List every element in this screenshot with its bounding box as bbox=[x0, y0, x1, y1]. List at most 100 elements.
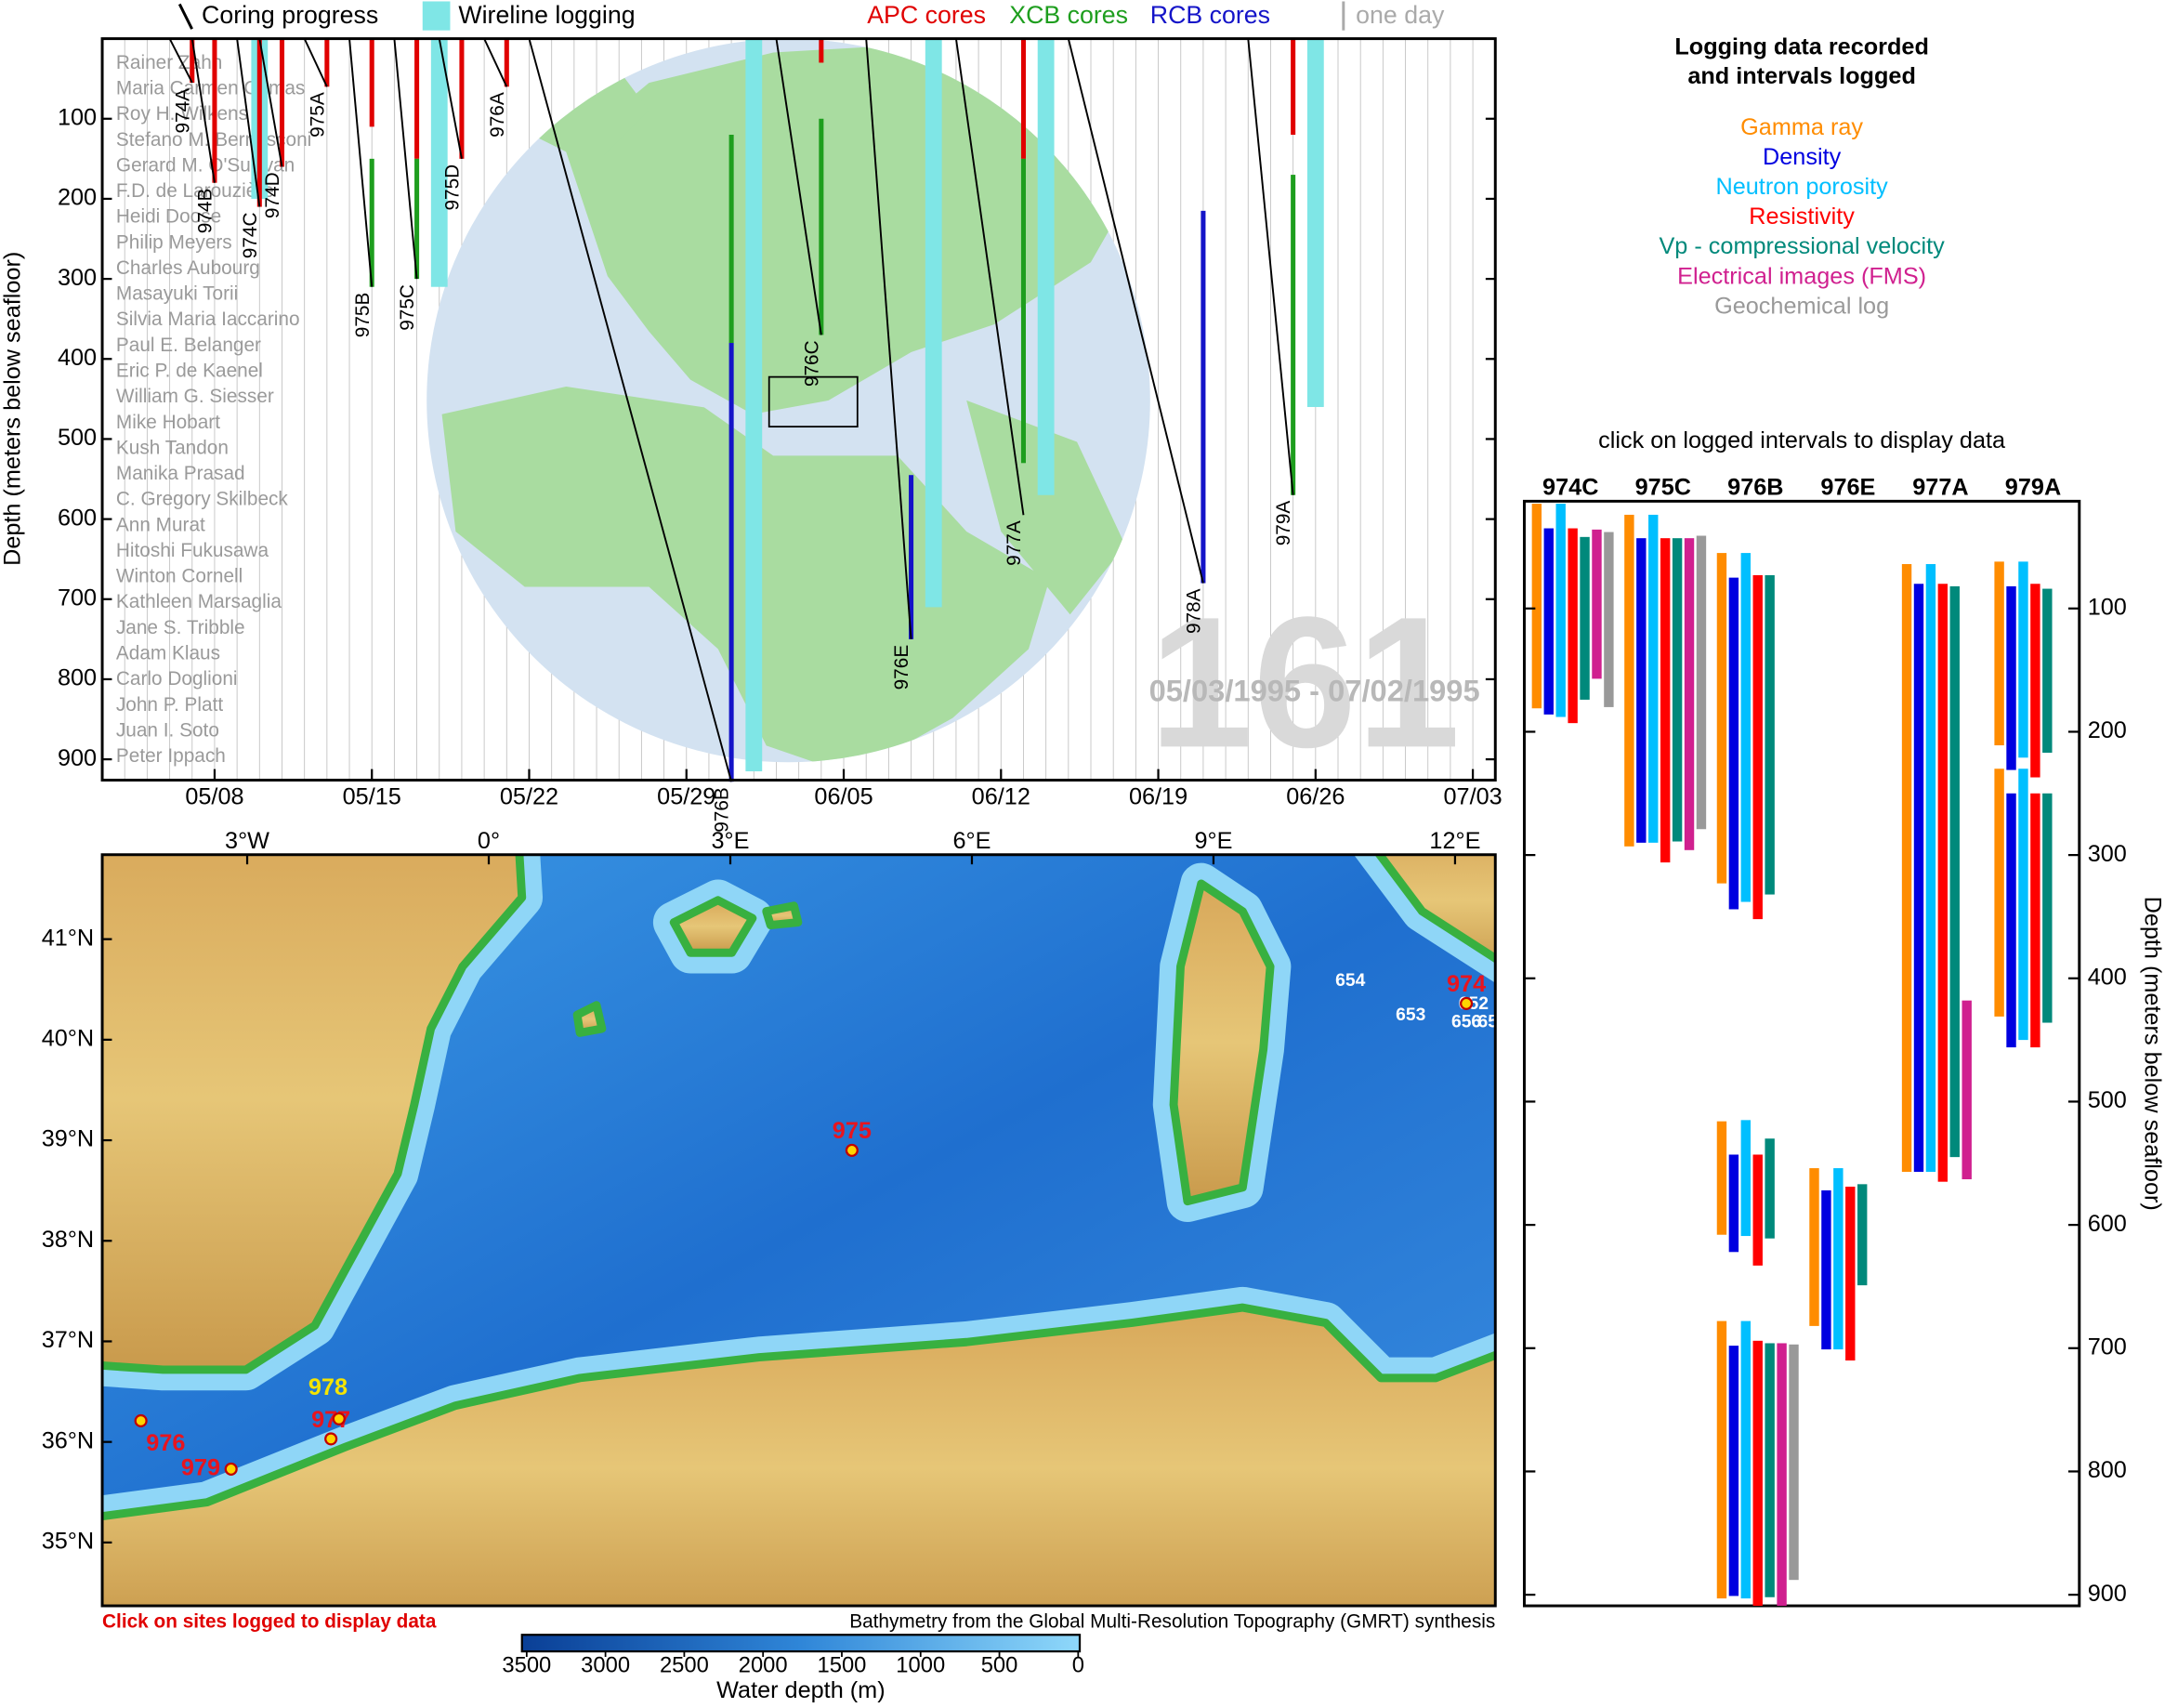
x-tick-label: 05/15 bbox=[343, 783, 401, 809]
logging-frame bbox=[1522, 499, 2081, 1608]
scientist-name: Paul E. Belanger bbox=[116, 335, 261, 356]
log-interval[interactable] bbox=[1648, 514, 1659, 843]
log-interval[interactable] bbox=[1568, 528, 1578, 724]
log-interval[interactable] bbox=[1740, 1320, 1752, 1599]
log-interval[interactable] bbox=[1555, 504, 1566, 717]
log-interval[interactable] bbox=[1696, 535, 1707, 830]
hole-label: 976B bbox=[1727, 475, 1783, 501]
coring-progress bbox=[190, 38, 216, 183]
log-interval[interactable] bbox=[2018, 561, 2028, 758]
core-interval bbox=[728, 343, 734, 782]
log-interval[interactable] bbox=[1592, 529, 1602, 679]
log-interval[interactable] bbox=[1672, 538, 1683, 842]
coring-progress bbox=[258, 38, 283, 167]
site-label[interactable]: 974 bbox=[1447, 971, 1486, 997]
log-interval[interactable] bbox=[1716, 1320, 1727, 1599]
site-label[interactable]: 978 bbox=[308, 1374, 348, 1400]
log-interval[interactable] bbox=[2030, 584, 2040, 778]
scientist-name: Manika Prasad bbox=[116, 463, 245, 484]
log-interval[interactable] bbox=[2042, 793, 2053, 1023]
site-marker[interactable] bbox=[134, 1413, 148, 1428]
log-interval[interactable] bbox=[1752, 1154, 1763, 1266]
y-axis-title: Depth (meters below seafloor) bbox=[2139, 897, 2165, 1211]
log-interval[interactable] bbox=[1901, 564, 1912, 1173]
legend-label: one day bbox=[1356, 1, 1445, 29]
wireline-log[interactable] bbox=[1037, 38, 1055, 495]
wireline-log[interactable] bbox=[1306, 38, 1324, 407]
log-interval[interactable] bbox=[1765, 574, 1775, 895]
site-marker[interactable] bbox=[845, 1143, 859, 1157]
log-interval[interactable] bbox=[1809, 1168, 1819, 1326]
log-interval[interactable] bbox=[1636, 538, 1647, 843]
site-label[interactable]: 975 bbox=[833, 1118, 872, 1144]
core-interval bbox=[1291, 175, 1296, 495]
log-interval[interactable] bbox=[1716, 1121, 1727, 1235]
site-marker[interactable] bbox=[332, 1412, 346, 1426]
log-interval[interactable] bbox=[1740, 553, 1752, 902]
log-interval[interactable] bbox=[1833, 1168, 1844, 1350]
colorbar-tick-label: 1000 bbox=[896, 1653, 945, 1678]
log-interval[interactable] bbox=[2042, 588, 2053, 754]
y-tick-label: 100 bbox=[58, 104, 97, 130]
log-interval[interactable] bbox=[1821, 1189, 1831, 1350]
coring-progress bbox=[483, 38, 508, 87]
scientist-name: Juan I. Soto bbox=[116, 719, 219, 741]
log-interval[interactable] bbox=[1994, 769, 2004, 1017]
log-interval[interactable] bbox=[1580, 536, 1590, 700]
core-interval bbox=[414, 38, 420, 159]
legend-label: Vp - compressional velocity bbox=[1659, 233, 1945, 259]
wireline-log[interactable] bbox=[925, 38, 942, 608]
log-interval[interactable] bbox=[1962, 1000, 1972, 1180]
log-interval[interactable] bbox=[1543, 528, 1554, 715]
log-interval[interactable] bbox=[1604, 532, 1614, 707]
log-interval[interactable] bbox=[1740, 1120, 1752, 1237]
log-interval[interactable] bbox=[2018, 769, 2028, 1041]
log-interval[interactable] bbox=[1937, 584, 1948, 1182]
lon-tick-label: 3°W bbox=[225, 828, 269, 854]
core-interval bbox=[414, 158, 420, 280]
log-interval[interactable] bbox=[1728, 1346, 1739, 1596]
map-note[interactable]: Click on sites logged to display data bbox=[102, 1610, 437, 1632]
log-interval[interactable] bbox=[1845, 1186, 1856, 1361]
hole-label: 975D bbox=[442, 164, 464, 211]
log-interval[interactable] bbox=[1949, 585, 1960, 1158]
scientist-name: Gerard M. O'Sullivan bbox=[116, 154, 295, 176]
log-interval[interactable] bbox=[1684, 538, 1695, 850]
log-interval[interactable] bbox=[2030, 793, 2040, 1048]
wireline-log[interactable] bbox=[430, 38, 448, 287]
log-interval[interactable] bbox=[1765, 1343, 1775, 1597]
x-tick-label: 06/05 bbox=[814, 783, 873, 809]
log-interval[interactable] bbox=[1660, 538, 1671, 863]
lat-tick-label: 39°N bbox=[42, 1126, 94, 1152]
log-interval[interactable] bbox=[1777, 1343, 1787, 1607]
log-interval[interactable] bbox=[1624, 514, 1634, 847]
log-interval[interactable] bbox=[2006, 585, 2016, 770]
log-interval[interactable] bbox=[1728, 577, 1739, 910]
log-interval[interactable] bbox=[1531, 504, 1542, 709]
log-interval[interactable] bbox=[1857, 1184, 1868, 1286]
scientist-name: Mike Hobart bbox=[116, 412, 220, 433]
wireline-log[interactable] bbox=[745, 38, 763, 772]
log-interval[interactable] bbox=[1994, 561, 2004, 746]
site-marker[interactable] bbox=[224, 1462, 238, 1476]
log-interval[interactable] bbox=[1789, 1344, 1799, 1581]
scientist-name: Maria Carmen Comas bbox=[116, 77, 305, 99]
site-label[interactable]: 976 bbox=[146, 1430, 185, 1456]
site-label[interactable]: 979 bbox=[181, 1455, 220, 1481]
log-interval[interactable] bbox=[1752, 574, 1763, 920]
coring-progress bbox=[303, 38, 328, 87]
core-interval bbox=[1020, 38, 1026, 159]
log-interval[interactable] bbox=[1925, 564, 1936, 1173]
log-interval[interactable] bbox=[1716, 553, 1727, 884]
log-interval[interactable] bbox=[1913, 584, 1924, 1173]
land-africa bbox=[102, 1303, 1496, 1607]
site-marker[interactable] bbox=[324, 1432, 338, 1446]
site-marker[interactable] bbox=[1460, 996, 1474, 1010]
scientist-name: Adam Klaus bbox=[116, 642, 220, 663]
log-interval[interactable] bbox=[2006, 793, 2016, 1048]
hole-label: 979A bbox=[1273, 501, 1294, 546]
scientist-name: Carlo Doglioni bbox=[116, 668, 238, 690]
log-interval[interactable] bbox=[1765, 1138, 1775, 1239]
log-interval[interactable] bbox=[1728, 1154, 1739, 1253]
log-interval[interactable] bbox=[1752, 1340, 1763, 1607]
